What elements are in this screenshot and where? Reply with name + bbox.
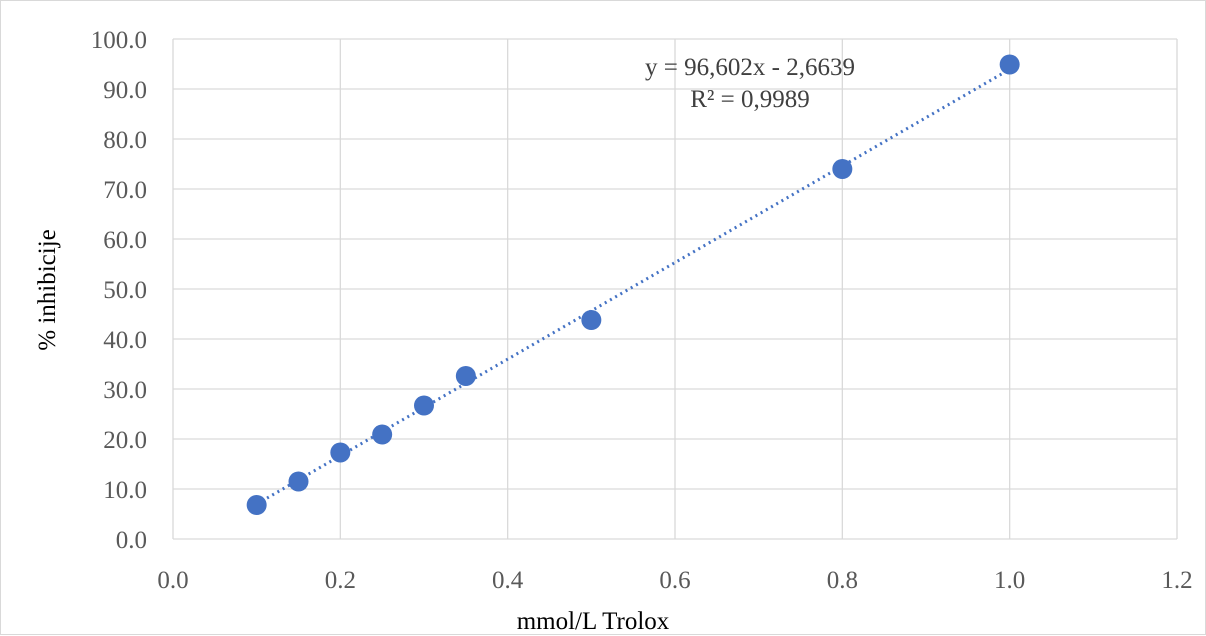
x-tick-label: 1.0 — [994, 567, 1025, 594]
data-point — [999, 54, 1020, 75]
x-tick-label: 0.8 — [827, 567, 858, 594]
data-point — [832, 159, 853, 179]
trendline-equation: y = 96,602x - 2,6639 — [645, 54, 855, 81]
data-point — [330, 442, 351, 463]
data-point — [414, 395, 434, 416]
y-tick-label: 100.0 — [91, 27, 147, 54]
y-tick-label: 70.0 — [103, 177, 147, 204]
trendline-r2: R² = 0,9989 — [690, 86, 810, 113]
x-axis-title: mmol/L Trolox — [517, 608, 670, 635]
y-tick-label: 20.0 — [103, 427, 147, 454]
data-point — [288, 471, 309, 492]
y-tick-label: 30.0 — [103, 377, 147, 404]
y-tick-label: 10.0 — [103, 477, 147, 504]
y-tick-label: 60.0 — [103, 227, 147, 254]
y-axis-title: % inhibicije — [34, 229, 61, 351]
y-tick-label: 90.0 — [103, 77, 147, 104]
x-tick-label: 0.4 — [492, 567, 524, 594]
x-tick-label: 0.6 — [659, 567, 690, 594]
tick-labels: 0.0 10.0 20.0 30.0 40.0 50.0 60.0 70.0 80.0 90.0 1… — [91, 27, 1193, 594]
y-tick-label: 0.0 — [116, 527, 147, 554]
data-point — [581, 310, 602, 330]
gridlines — [172, 38, 1178, 540]
x-tick-label: 0.0 — [157, 567, 188, 594]
x-tick-label: 1.2 — [1161, 567, 1192, 594]
data-point — [246, 495, 267, 515]
data-points — [246, 54, 1020, 515]
x-tick-label: 0.2 — [325, 567, 356, 594]
data-point — [372, 424, 393, 445]
y-tick-label: 50.0 — [103, 277, 147, 304]
y-tick-label: 40.0 — [103, 327, 147, 354]
y-tick-label: 80.0 — [103, 127, 147, 154]
data-point — [455, 366, 476, 386]
